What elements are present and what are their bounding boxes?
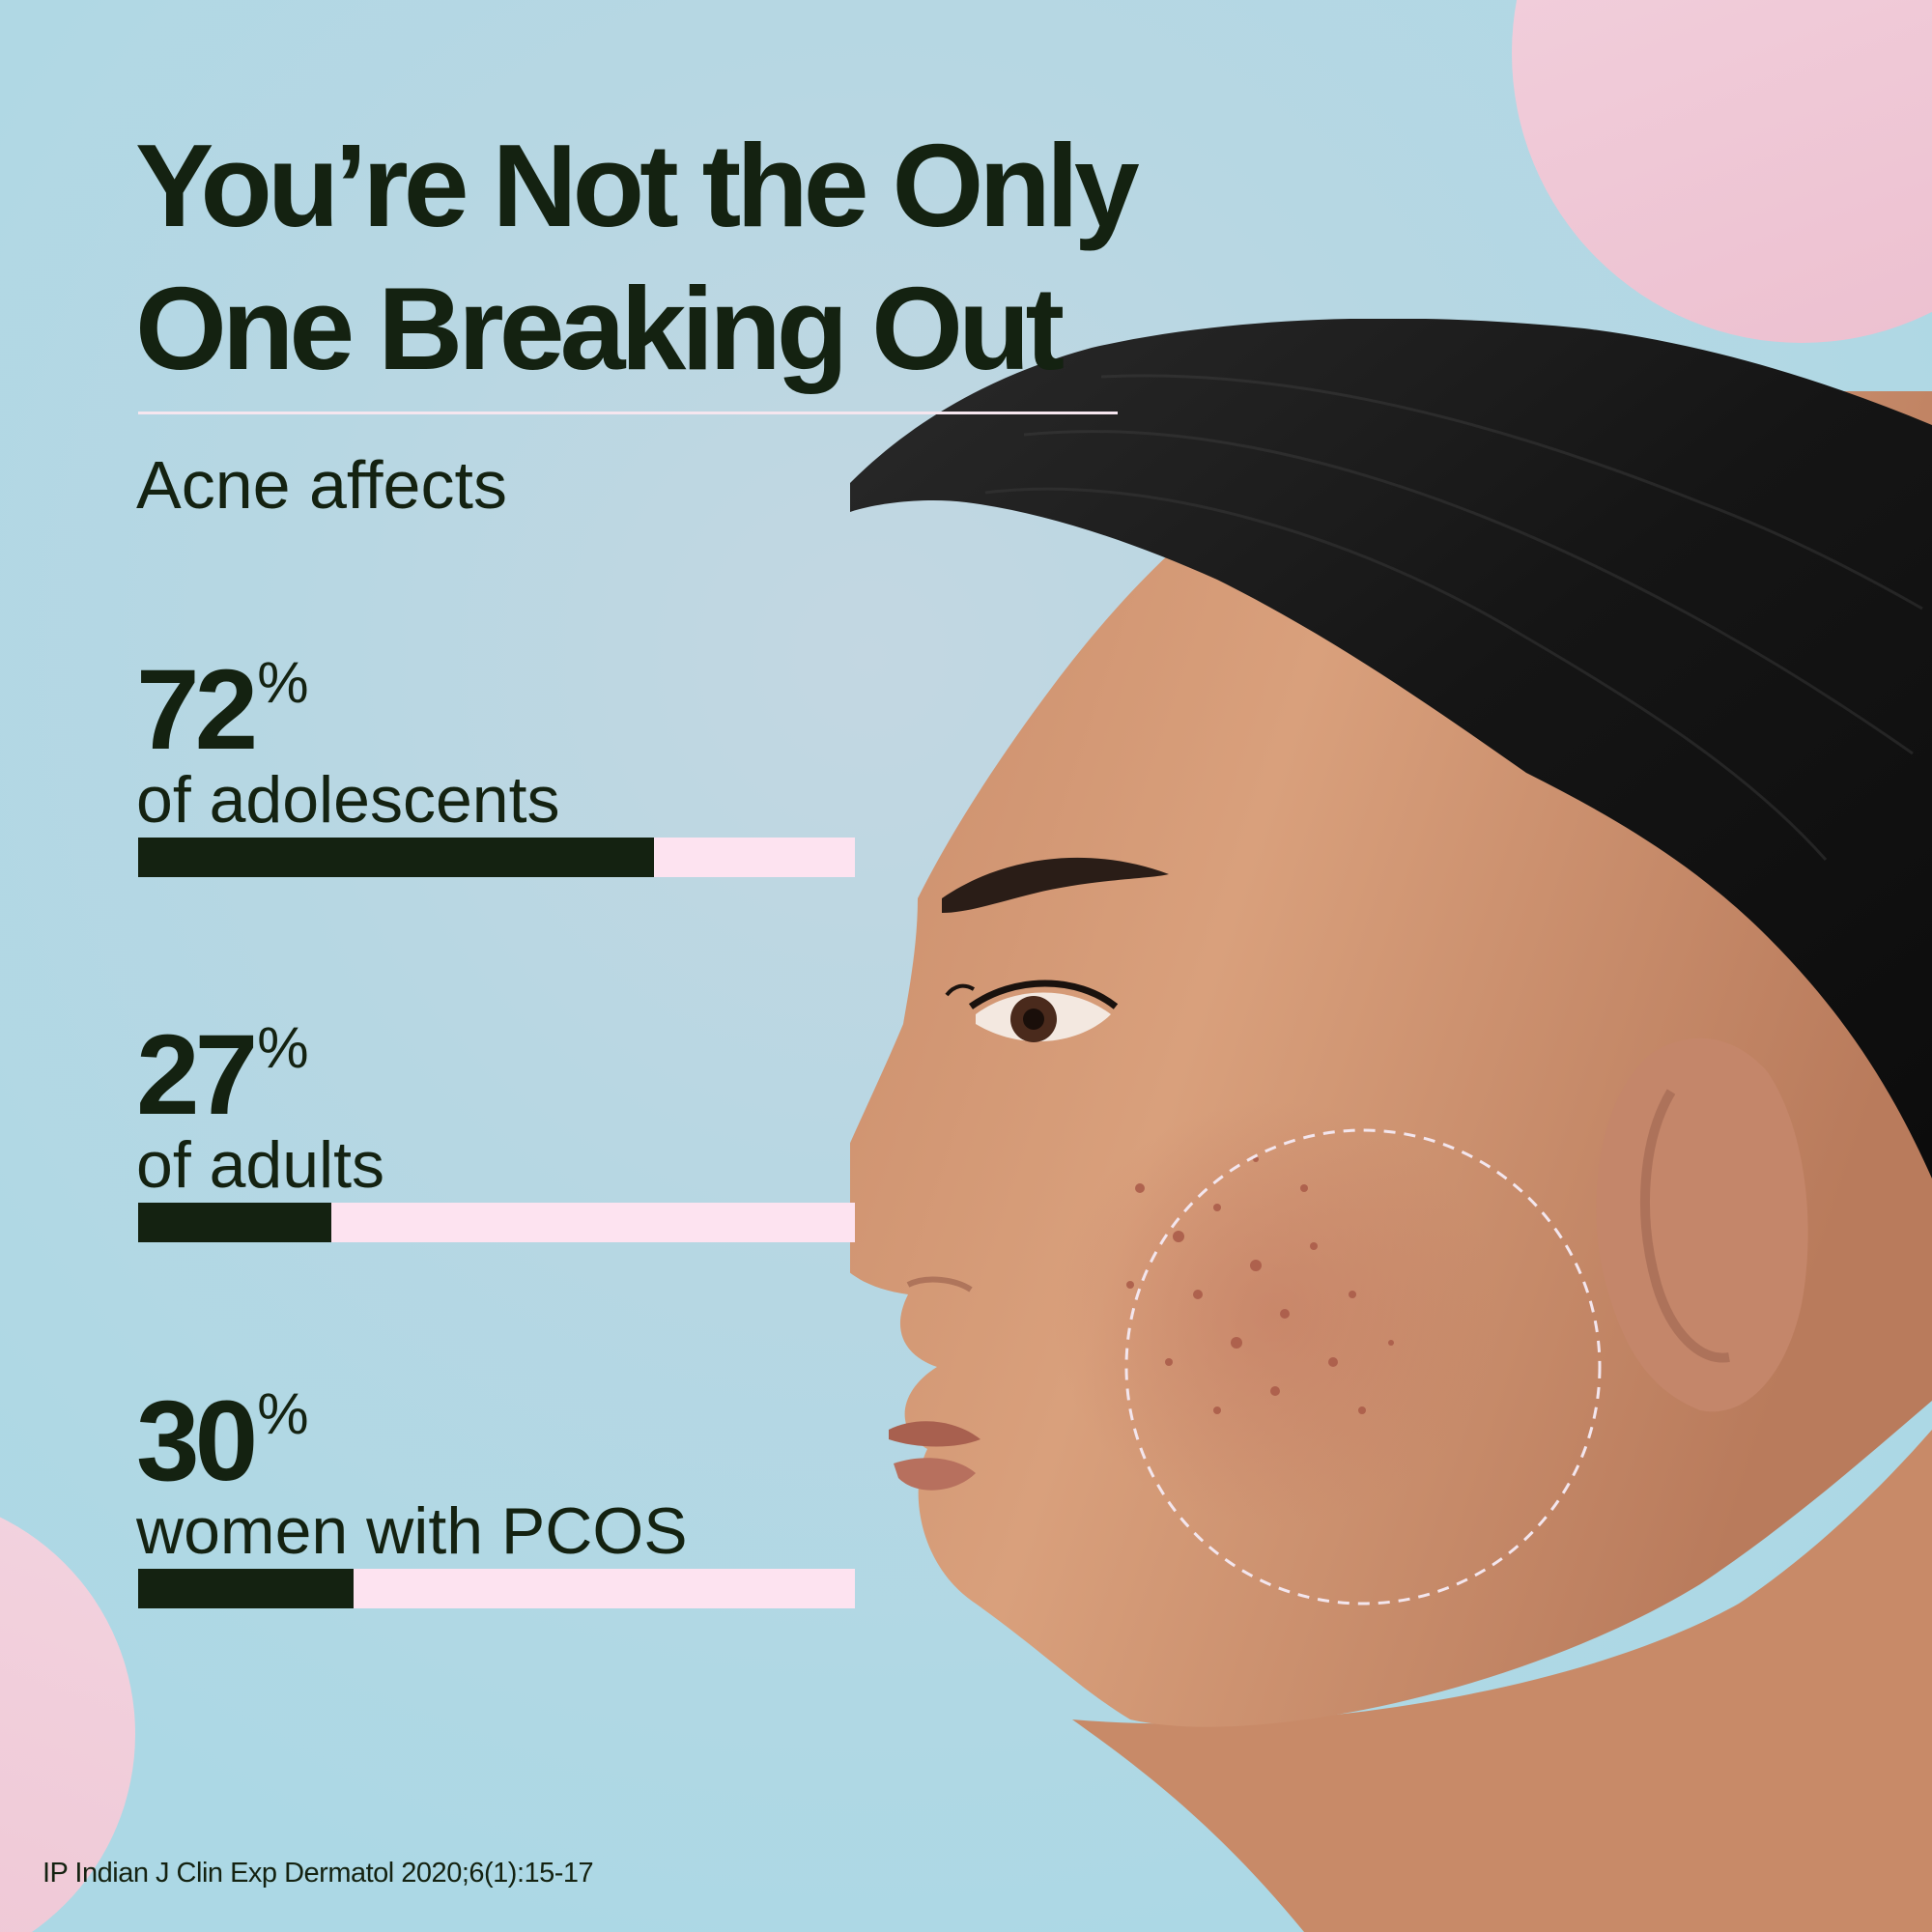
eyebrow-shape (942, 857, 1169, 913)
stat-adolescents: 72% of adolescents (136, 626, 560, 837)
bar-adults (138, 1203, 332, 1242)
acne-highlight-circle (1124, 1128, 1602, 1605)
acne-cheek-area (1053, 1101, 1497, 1526)
value-label: 72 (136, 646, 258, 774)
bar-track (138, 1203, 855, 1242)
stat-value: 72% (136, 626, 560, 767)
ear-shape (1596, 1037, 1808, 1412)
citation: IP Indian J Clin Exp Dermatol 2020;6(1):… (43, 1858, 594, 1889)
title-line-2: One Breaking Out (135, 263, 1065, 394)
hair-shape (850, 319, 1932, 1179)
decorative-pink-circle (1512, 0, 1932, 343)
page-title: You’re Not the Only One Breaking Out (135, 114, 1275, 400)
subtitle: Acne affects (136, 447, 507, 523)
stat-pcos: 30% women with PCOS (136, 1357, 688, 1568)
bar-track (138, 1569, 855, 1608)
stat-value: 30% (136, 1357, 688, 1498)
category-label: of adults (136, 1128, 385, 1202)
woman-profile-photo (850, 319, 1932, 1932)
acne-spots (1126, 1156, 1394, 1414)
title-divider (138, 412, 1118, 414)
category-label: of adolescents (136, 763, 560, 837)
stat-value: 27% (136, 991, 384, 1132)
value-label: 30 (136, 1378, 258, 1505)
value-label: 27 (136, 1011, 258, 1139)
stat-adults: 27% of adults (136, 991, 384, 1202)
category-label: women with PCOS (136, 1494, 688, 1568)
percent-sign: % (257, 1381, 309, 1446)
percent-sign: % (257, 1015, 309, 1080)
lips-shape (889, 1421, 980, 1447)
bar-adolescents (138, 838, 655, 877)
neck-shape (1072, 1430, 1932, 1932)
bar-pcos (138, 1569, 354, 1608)
percent-sign: % (257, 650, 309, 715)
title-line-1: You’re Not the Only (135, 120, 1140, 251)
bar-track (138, 838, 855, 877)
